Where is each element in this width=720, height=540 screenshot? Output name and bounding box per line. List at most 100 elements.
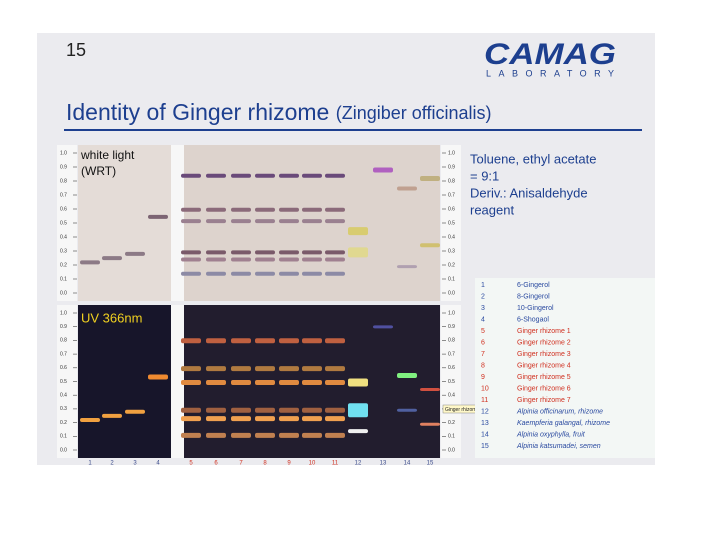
band bbox=[420, 176, 440, 182]
plates: 1.0 0.9 0.8 0.7 0.6 0.5 0.4 0.3 0.2 0.1 0.0 1.0 0.9 0… bbox=[57, 145, 516, 467]
rf-label: 0.7 bbox=[60, 351, 67, 357]
lane-number: 6 bbox=[214, 461, 218, 467]
legend-name: Ginger rhizome 1 bbox=[517, 328, 571, 335]
rf-label: 0.3 bbox=[60, 406, 67, 412]
band bbox=[279, 257, 299, 262]
plate-label: white light bbox=[80, 148, 135, 162]
lane-number: 7 bbox=[239, 461, 243, 467]
band bbox=[181, 338, 201, 344]
band bbox=[206, 416, 226, 422]
legend-name: Alpinia katsumadei, semen bbox=[516, 443, 601, 450]
band bbox=[397, 186, 417, 191]
rf-label: 0.5 bbox=[448, 220, 455, 226]
band bbox=[302, 416, 322, 422]
lane-number: 2 bbox=[110, 461, 114, 467]
legend: 1 6-Gingerol 2 8-Gingerol 3 10-Gingerol 4 6-Sho… bbox=[475, 278, 655, 458]
rf-label: 0.4 bbox=[60, 393, 67, 399]
rf-label: 0.8 bbox=[60, 338, 67, 344]
band bbox=[279, 380, 299, 385]
rf-label: 0.9 bbox=[60, 324, 67, 330]
rf-label: 0.2 bbox=[448, 262, 455, 268]
legend-number: 4 bbox=[481, 316, 485, 323]
rf-strip bbox=[57, 305, 77, 458]
band bbox=[181, 432, 201, 438]
band bbox=[206, 407, 226, 413]
band bbox=[348, 429, 368, 434]
band bbox=[279, 416, 299, 422]
band bbox=[255, 338, 275, 344]
band bbox=[102, 413, 122, 418]
legend-name: Ginger rhizome 4 bbox=[517, 362, 571, 369]
band bbox=[181, 271, 201, 276]
band bbox=[279, 407, 299, 413]
rf-label: 0.9 bbox=[448, 324, 455, 330]
band bbox=[325, 366, 345, 372]
legend-name: Kaempferia galangal, rhizome bbox=[517, 420, 610, 427]
band bbox=[231, 338, 251, 344]
legend-number: 8 bbox=[481, 362, 485, 369]
band bbox=[348, 403, 368, 418]
band bbox=[206, 250, 226, 255]
rf-strip bbox=[441, 305, 461, 458]
band bbox=[231, 366, 251, 372]
band bbox=[420, 387, 440, 391]
band bbox=[279, 271, 299, 276]
plate-label: UV 366nm bbox=[81, 310, 142, 325]
lane-number: 9 bbox=[287, 461, 291, 467]
band bbox=[302, 207, 322, 212]
band bbox=[80, 418, 100, 423]
band bbox=[181, 380, 201, 385]
legend-name: Ginger rhizome 5 bbox=[517, 374, 571, 381]
band bbox=[206, 173, 226, 178]
band bbox=[325, 271, 345, 276]
rf-label: 0.7 bbox=[60, 192, 67, 198]
band bbox=[397, 408, 417, 412]
band bbox=[255, 380, 275, 385]
rf-label: 0.0 bbox=[448, 447, 455, 453]
band bbox=[231, 416, 251, 422]
band bbox=[373, 325, 393, 329]
plate-uv-left bbox=[78, 305, 171, 458]
band bbox=[302, 338, 322, 344]
rf-label: 0.2 bbox=[448, 420, 455, 426]
rf-label: 0.1 bbox=[448, 434, 455, 440]
legend-number: 10 bbox=[481, 385, 489, 392]
band bbox=[348, 227, 368, 236]
lane-number: 15 bbox=[427, 461, 434, 467]
band bbox=[325, 173, 345, 178]
slide-number: 15 bbox=[66, 40, 86, 60]
band bbox=[348, 247, 368, 258]
band bbox=[231, 207, 251, 212]
band bbox=[255, 250, 275, 255]
band bbox=[181, 366, 201, 372]
band bbox=[302, 257, 322, 262]
band bbox=[181, 173, 201, 178]
lane-number: 5 bbox=[189, 461, 193, 467]
band bbox=[181, 407, 201, 413]
rf-label: 0.1 bbox=[60, 276, 67, 282]
rf-label: 0.0 bbox=[448, 290, 455, 296]
legend-name: Alpinia officinarum, rhizome bbox=[516, 408, 603, 415]
band bbox=[231, 432, 251, 438]
rf-label: 0.2 bbox=[60, 420, 67, 426]
lane-number: 3 bbox=[133, 461, 137, 467]
band bbox=[302, 219, 322, 224]
rf-strip bbox=[171, 145, 184, 301]
legend-number: 14 bbox=[481, 431, 489, 438]
condition-line: Toluene, ethyl acetate bbox=[470, 151, 596, 166]
band bbox=[373, 167, 393, 173]
band bbox=[231, 219, 251, 224]
band bbox=[206, 271, 226, 276]
legend-number: 7 bbox=[481, 351, 485, 358]
rf-label: 0.0 bbox=[60, 447, 67, 453]
band bbox=[325, 432, 345, 438]
band bbox=[279, 173, 299, 178]
band bbox=[255, 432, 275, 438]
band bbox=[102, 256, 122, 261]
condition-line: Deriv.: Anisaldehyde bbox=[470, 185, 588, 200]
band bbox=[279, 250, 299, 255]
conditions: Toluene, ethyl acetate = 9:1 Deriv.: Anisa… bbox=[470, 151, 596, 217]
legend-number: 13 bbox=[481, 420, 489, 427]
band bbox=[325, 219, 345, 224]
